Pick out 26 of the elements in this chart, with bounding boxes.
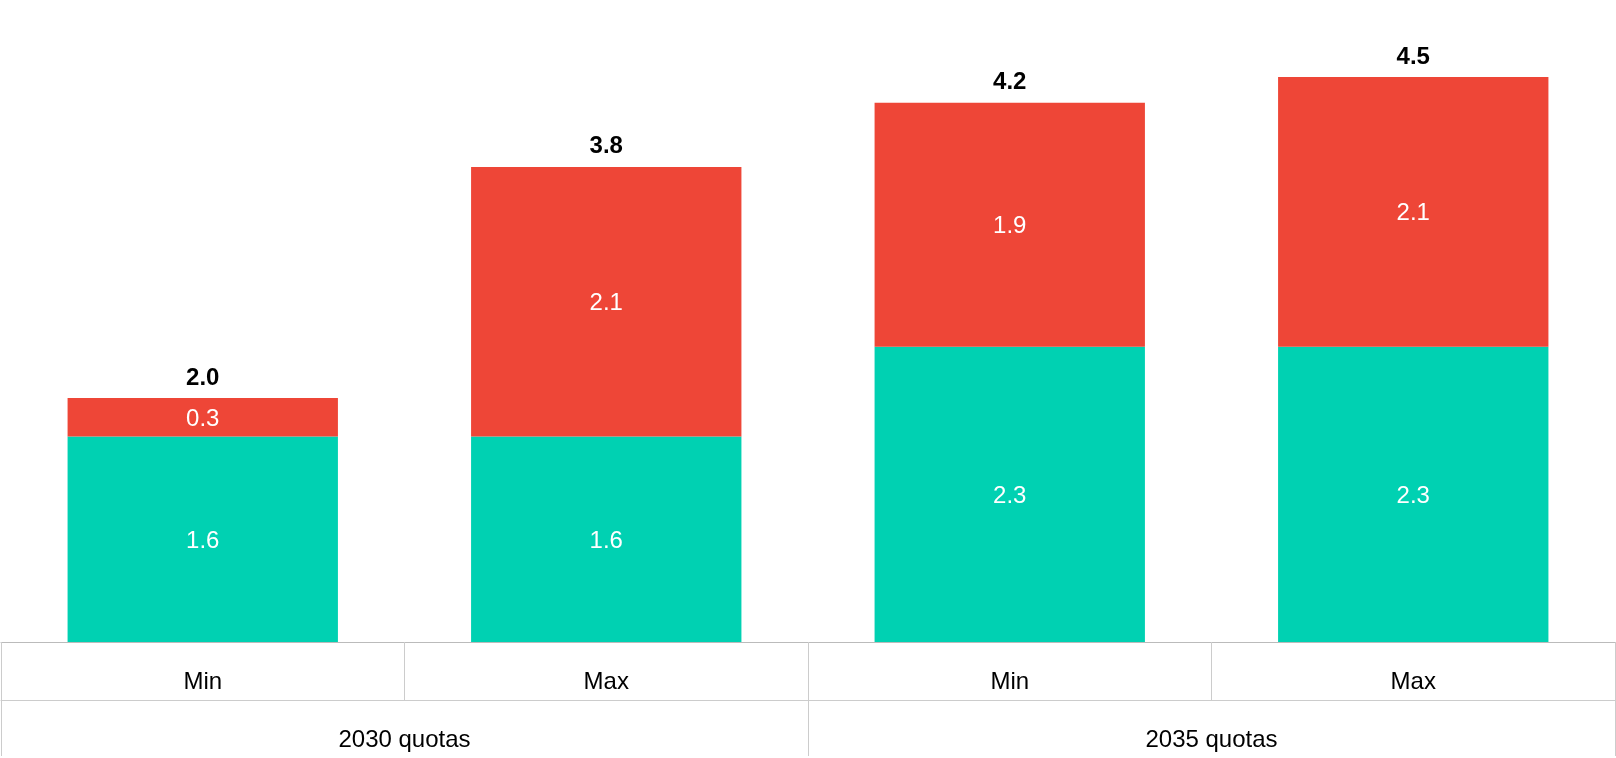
x-tick-label: Max	[583, 666, 629, 694]
text: 2030 quotas	[338, 724, 471, 752]
bar	[67, 436, 338, 642]
x-tick-label: Min	[183, 666, 223, 694]
bar	[1278, 77, 1549, 347]
total-label: 4.5	[1396, 41, 1430, 69]
data-label: 1.6	[186, 525, 220, 553]
data-label: 2.3	[993, 480, 1027, 508]
data-label: 2.1	[589, 288, 623, 316]
data-label: 1.6	[589, 525, 623, 553]
data-label: 0.3	[186, 403, 220, 431]
data-label: 2.3	[1396, 480, 1430, 508]
bar	[471, 166, 742, 437]
total-label: 2.0	[186, 362, 220, 390]
text: 2035 quotas	[1145, 724, 1278, 752]
data-label: 1.9	[993, 211, 1027, 239]
bar	[1278, 346, 1549, 642]
x-tick-label: Min	[990, 666, 1030, 694]
x-tick-label: Max	[1390, 666, 1436, 694]
bar	[874, 102, 1145, 347]
bar	[874, 346, 1145, 642]
total-label: 3.8	[589, 131, 623, 159]
data-label: 2.1	[1396, 198, 1430, 226]
bar	[67, 398, 338, 437]
total-label: 4.2	[993, 67, 1027, 95]
bar	[471, 436, 742, 642]
